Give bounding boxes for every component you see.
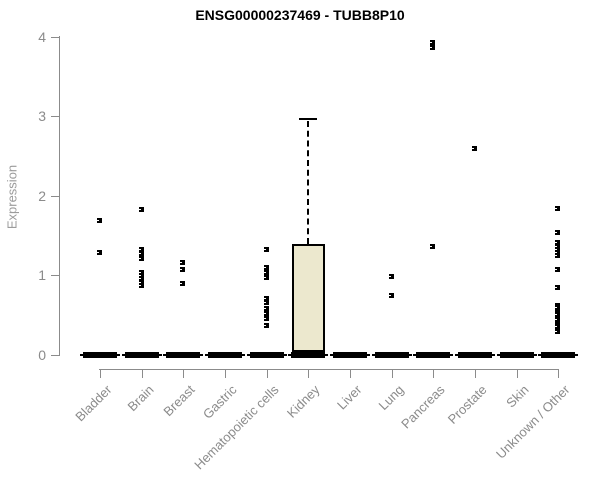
- outlier-point: [138, 282, 144, 288]
- zero-median-bar: [371, 352, 412, 358]
- x-axis-tick: [141, 369, 143, 378]
- outlier-point: [430, 40, 436, 46]
- outlier-point: [555, 267, 561, 273]
- outlier-point: [263, 265, 269, 271]
- x-axis-tick: [100, 369, 101, 378]
- y-axis-tick-label: 1: [38, 267, 46, 284]
- x-axis-tick: [183, 369, 185, 378]
- outlier-point: [138, 279, 144, 285]
- outlier-point: [97, 218, 102, 224]
- outlier-point: [263, 306, 269, 312]
- x-axis-tick: [516, 369, 518, 378]
- x-axis-tick: [266, 369, 268, 378]
- outlier-point: [555, 329, 561, 335]
- zero-median-bar: [329, 352, 370, 358]
- outlier-point: [180, 259, 186, 265]
- outlier-point: [263, 316, 269, 322]
- y-axis-tick: [51, 275, 59, 277]
- outlier-point: [430, 243, 436, 249]
- outlier-point: [555, 247, 561, 253]
- outlier-point: [263, 247, 269, 253]
- outlier-point: [430, 44, 436, 50]
- x-axis-tick: [433, 369, 435, 378]
- outlier-point: [388, 274, 394, 280]
- outlier-point: [388, 292, 394, 298]
- outlier-point: [263, 322, 269, 328]
- zero-median-bar: [246, 352, 287, 358]
- y-axis-tick-label: 3: [38, 108, 46, 125]
- y-axis-tick: [51, 355, 59, 356]
- outlier-point: [138, 206, 144, 212]
- zero-median-bar: [538, 352, 579, 358]
- upper-whisker: [307, 121, 310, 244]
- zero-median-bar: [454, 352, 495, 358]
- box-body: [291, 243, 325, 352]
- chart-title: ENSG00000237469 - TUBB8P10: [195, 7, 405, 23]
- x-axis-tick: [558, 369, 560, 378]
- x-axis-tick: [224, 369, 226, 378]
- y-axis-tick: [51, 36, 59, 38]
- outlier-point: [263, 300, 269, 306]
- outlier-point: [555, 243, 561, 249]
- zero-median-bar: [163, 352, 204, 358]
- outlier-point: [555, 284, 561, 290]
- y-axis-tick: [51, 116, 59, 118]
- outlier-point: [138, 275, 144, 281]
- outlier-point: [263, 274, 269, 280]
- zero-median-bar: [121, 352, 162, 358]
- outlier-point: [138, 247, 144, 253]
- x-axis-line: [99, 369, 560, 370]
- zero-median-bar: [80, 352, 120, 358]
- outlier-point: [138, 255, 144, 261]
- zero-median-bar: [204, 352, 245, 358]
- y-axis-tick-label: 0: [38, 347, 46, 363]
- outlier-point: [180, 267, 186, 273]
- y-axis-line: [59, 36, 60, 356]
- outlier-point: [555, 229, 561, 235]
- outlier-point: [471, 146, 477, 152]
- y-axis-tick-label: 2: [38, 187, 46, 204]
- zero-median-bar: [496, 352, 537, 358]
- outlier-point: [97, 250, 102, 256]
- outlier-point: [180, 281, 186, 287]
- outlier-point: [555, 252, 561, 258]
- x-axis-tick: [349, 369, 351, 378]
- x-axis-tick: [474, 369, 476, 378]
- upper-whisker-cap: [299, 118, 318, 121]
- outlier-point: [263, 270, 269, 276]
- x-axis-tick: [308, 369, 310, 378]
- outlier-point: [555, 239, 561, 245]
- outlier-point: [263, 295, 269, 301]
- outlier-point: [263, 310, 269, 316]
- y-axis-tick-label: 4: [38, 28, 46, 45]
- zero-median-bar: [288, 352, 329, 358]
- outlier-point: [138, 270, 144, 276]
- outlier-point: [555, 205, 561, 211]
- zero-median-bar: [413, 352, 454, 358]
- y-axis-tick: [51, 195, 59, 197]
- x-axis-tick: [391, 369, 393, 378]
